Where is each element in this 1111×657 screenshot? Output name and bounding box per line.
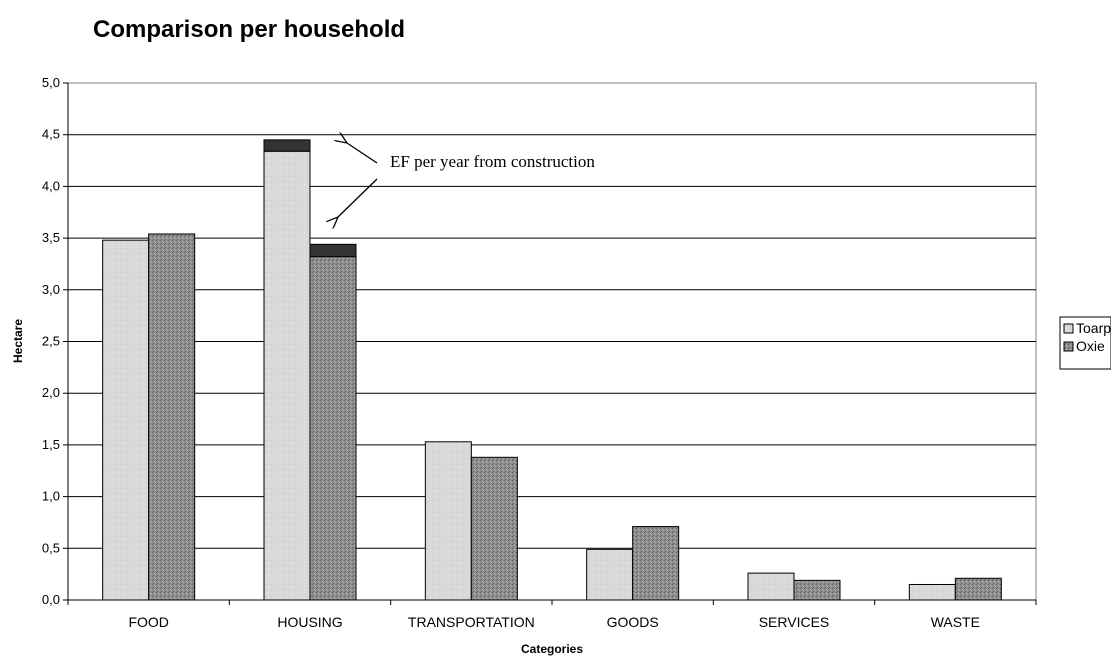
legend-swatch-toarp (1063, 323, 1074, 334)
legend-label-oxie: Oxie (1076, 338, 1105, 354)
x-axis: FOOD HOUSING TRANSPORTATION GOODS SERVICES WA… (67, 83, 1037, 630)
x-tick-label: FOOD (128, 614, 168, 630)
bar-oxie (309, 256, 357, 601)
bar-oxie (954, 577, 1002, 601)
y-tick-label: 2,0 (42, 385, 60, 400)
annotation-arrow-upper (347, 143, 378, 164)
bar-oxie (632, 526, 680, 601)
x-tick-label: GOODS (607, 614, 659, 630)
annotation-arrow-lower (338, 178, 378, 217)
chart-title: Comparison per household (93, 16, 405, 43)
legend-label-toarp: Toarp (1076, 320, 1111, 336)
bar-construction-segment (309, 243, 357, 258)
bar-toarp (102, 239, 150, 601)
y-tick-label: 1,0 (42, 489, 60, 504)
y-tick-label: 4,5 (42, 127, 60, 142)
bar-toarp (263, 150, 311, 601)
bar-construction-segment (263, 139, 311, 152)
y-tick-label: 0,0 (42, 592, 60, 607)
bar-toarp (586, 548, 634, 601)
y-tick-label: 3,0 (42, 282, 60, 297)
legend-swatch-oxie (1063, 341, 1074, 352)
y-tick-label: 5,0 (42, 75, 60, 90)
y-tick-label: 2,5 (42, 334, 60, 349)
y-tick-label: 3,5 (42, 230, 60, 245)
annotation-text: EF per year from construction (390, 152, 595, 171)
y-axis-label: Hectare (11, 319, 25, 363)
bar-oxie (793, 579, 841, 601)
bar-oxie (470, 456, 518, 601)
x-tick-label: HOUSING (277, 614, 342, 630)
bar-toarp (424, 441, 472, 601)
y-tick-label: 1,5 (42, 437, 60, 452)
legend: Toarp Oxie (1059, 316, 1111, 370)
bar-toarp (908, 583, 956, 601)
bar-toarp (747, 572, 795, 601)
y-tick-label: 4,0 (42, 178, 60, 193)
y-axis: 0,0 0,5 1,0 1,5 2,0 2,5 3,0 3,5 4,0 4,5 5,0 (42, 75, 68, 607)
bars (102, 139, 1002, 601)
plot-area: 0,0 0,5 1,0 1,5 2,0 2,5 3,0 3,5 4,0 4,5 5,0 FOOD HO… (42, 75, 1037, 630)
x-tick-label: WASTE (931, 614, 980, 630)
bar-oxie (148, 233, 196, 601)
x-tick-label: TRANSPORTATION (408, 614, 535, 630)
gridlines (68, 134, 1036, 549)
x-axis-label: Categories (521, 642, 583, 656)
y-tick-label: 0,5 (42, 540, 60, 555)
annotation: EF per year from construction (338, 143, 595, 217)
x-tick-label: SERVICES (759, 614, 830, 630)
